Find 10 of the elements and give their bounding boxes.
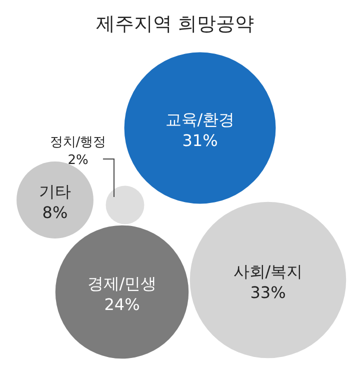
data-label: 24% [104, 295, 140, 314]
category-label: 기타 [39, 182, 71, 201]
category-label: 경제/민생 [87, 274, 157, 293]
data-label: 31% [182, 131, 218, 150]
category-label: 사회/복지 [233, 262, 303, 281]
title: 제주지역 희망공약 [96, 13, 254, 35]
data-label: 33% [250, 283, 286, 302]
data-label: 8% [42, 203, 68, 222]
category-label: 교육/환경 [165, 110, 235, 129]
category-label: 정치/행정 [50, 135, 106, 150]
